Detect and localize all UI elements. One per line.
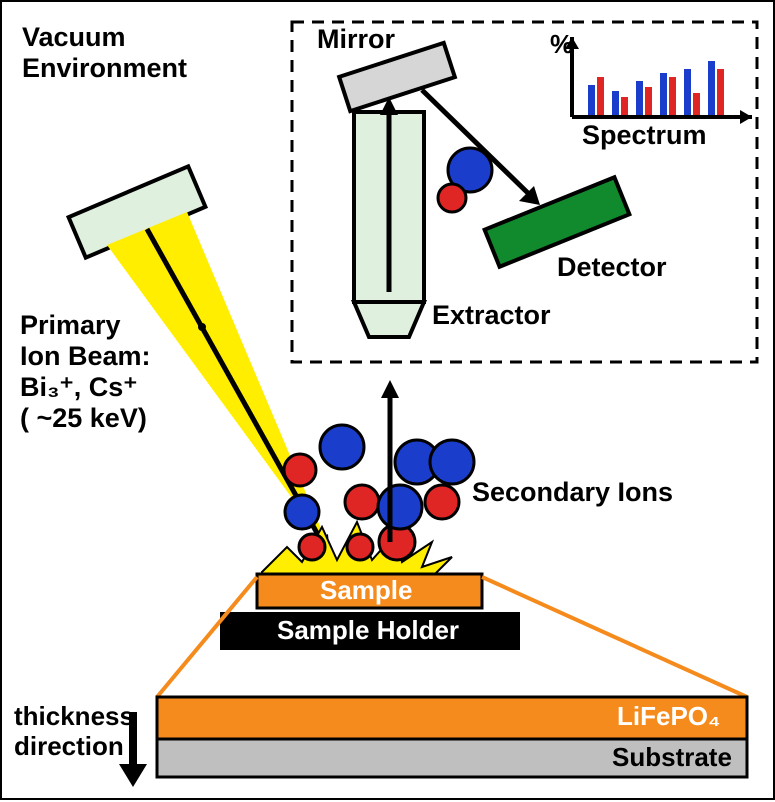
spectrum-bar-red bbox=[621, 97, 628, 115]
secondary-ions-label: Secondary Ions bbox=[472, 477, 673, 508]
sample-holder-label: Sample Holder bbox=[277, 616, 459, 646]
spectrum-bars bbox=[582, 37, 742, 117]
spectrum-bar-blue bbox=[612, 91, 619, 115]
spectrum-bar-red bbox=[693, 93, 700, 115]
spectrum-bar-red bbox=[669, 77, 676, 115]
extractor-label: Extractor bbox=[432, 300, 551, 331]
callout-right bbox=[482, 577, 747, 697]
sample-label: Sample bbox=[320, 576, 413, 606]
spectrum-bar-red bbox=[717, 69, 724, 115]
spectrum-bar-red bbox=[645, 87, 652, 115]
spectrum-label: Spectrum bbox=[582, 120, 707, 151]
lifepo4-label: LiFePO₄ bbox=[617, 702, 720, 732]
secondary-ions bbox=[284, 425, 474, 560]
spectrum-bar-blue bbox=[708, 61, 715, 115]
detector-label: Detector bbox=[557, 252, 667, 283]
spectrum-bar-blue bbox=[684, 69, 691, 115]
primary-beam-label: Primary Ion Beam: Bi₃⁺, Cs⁺ ( ~25 keV) bbox=[20, 310, 151, 434]
ion-red-small-top bbox=[438, 184, 466, 212]
percent-label: % bbox=[550, 30, 573, 60]
beam-dot bbox=[198, 323, 206, 331]
mirror-label: Mirror bbox=[317, 24, 395, 55]
thickness-direction-label: thickness direction bbox=[14, 702, 134, 762]
substrate-label: Substrate bbox=[612, 743, 732, 773]
spectrum-bar-blue bbox=[660, 73, 667, 115]
diagram-canvas: Vacuum Environment Mirror % Spectrum Det… bbox=[0, 0, 775, 800]
spectrum-bar-blue bbox=[636, 81, 643, 115]
spectrum-bar-red bbox=[597, 77, 604, 115]
spectrum-bar-blue bbox=[588, 85, 595, 115]
vacuum-env-label: Vacuum Environment bbox=[22, 22, 187, 84]
